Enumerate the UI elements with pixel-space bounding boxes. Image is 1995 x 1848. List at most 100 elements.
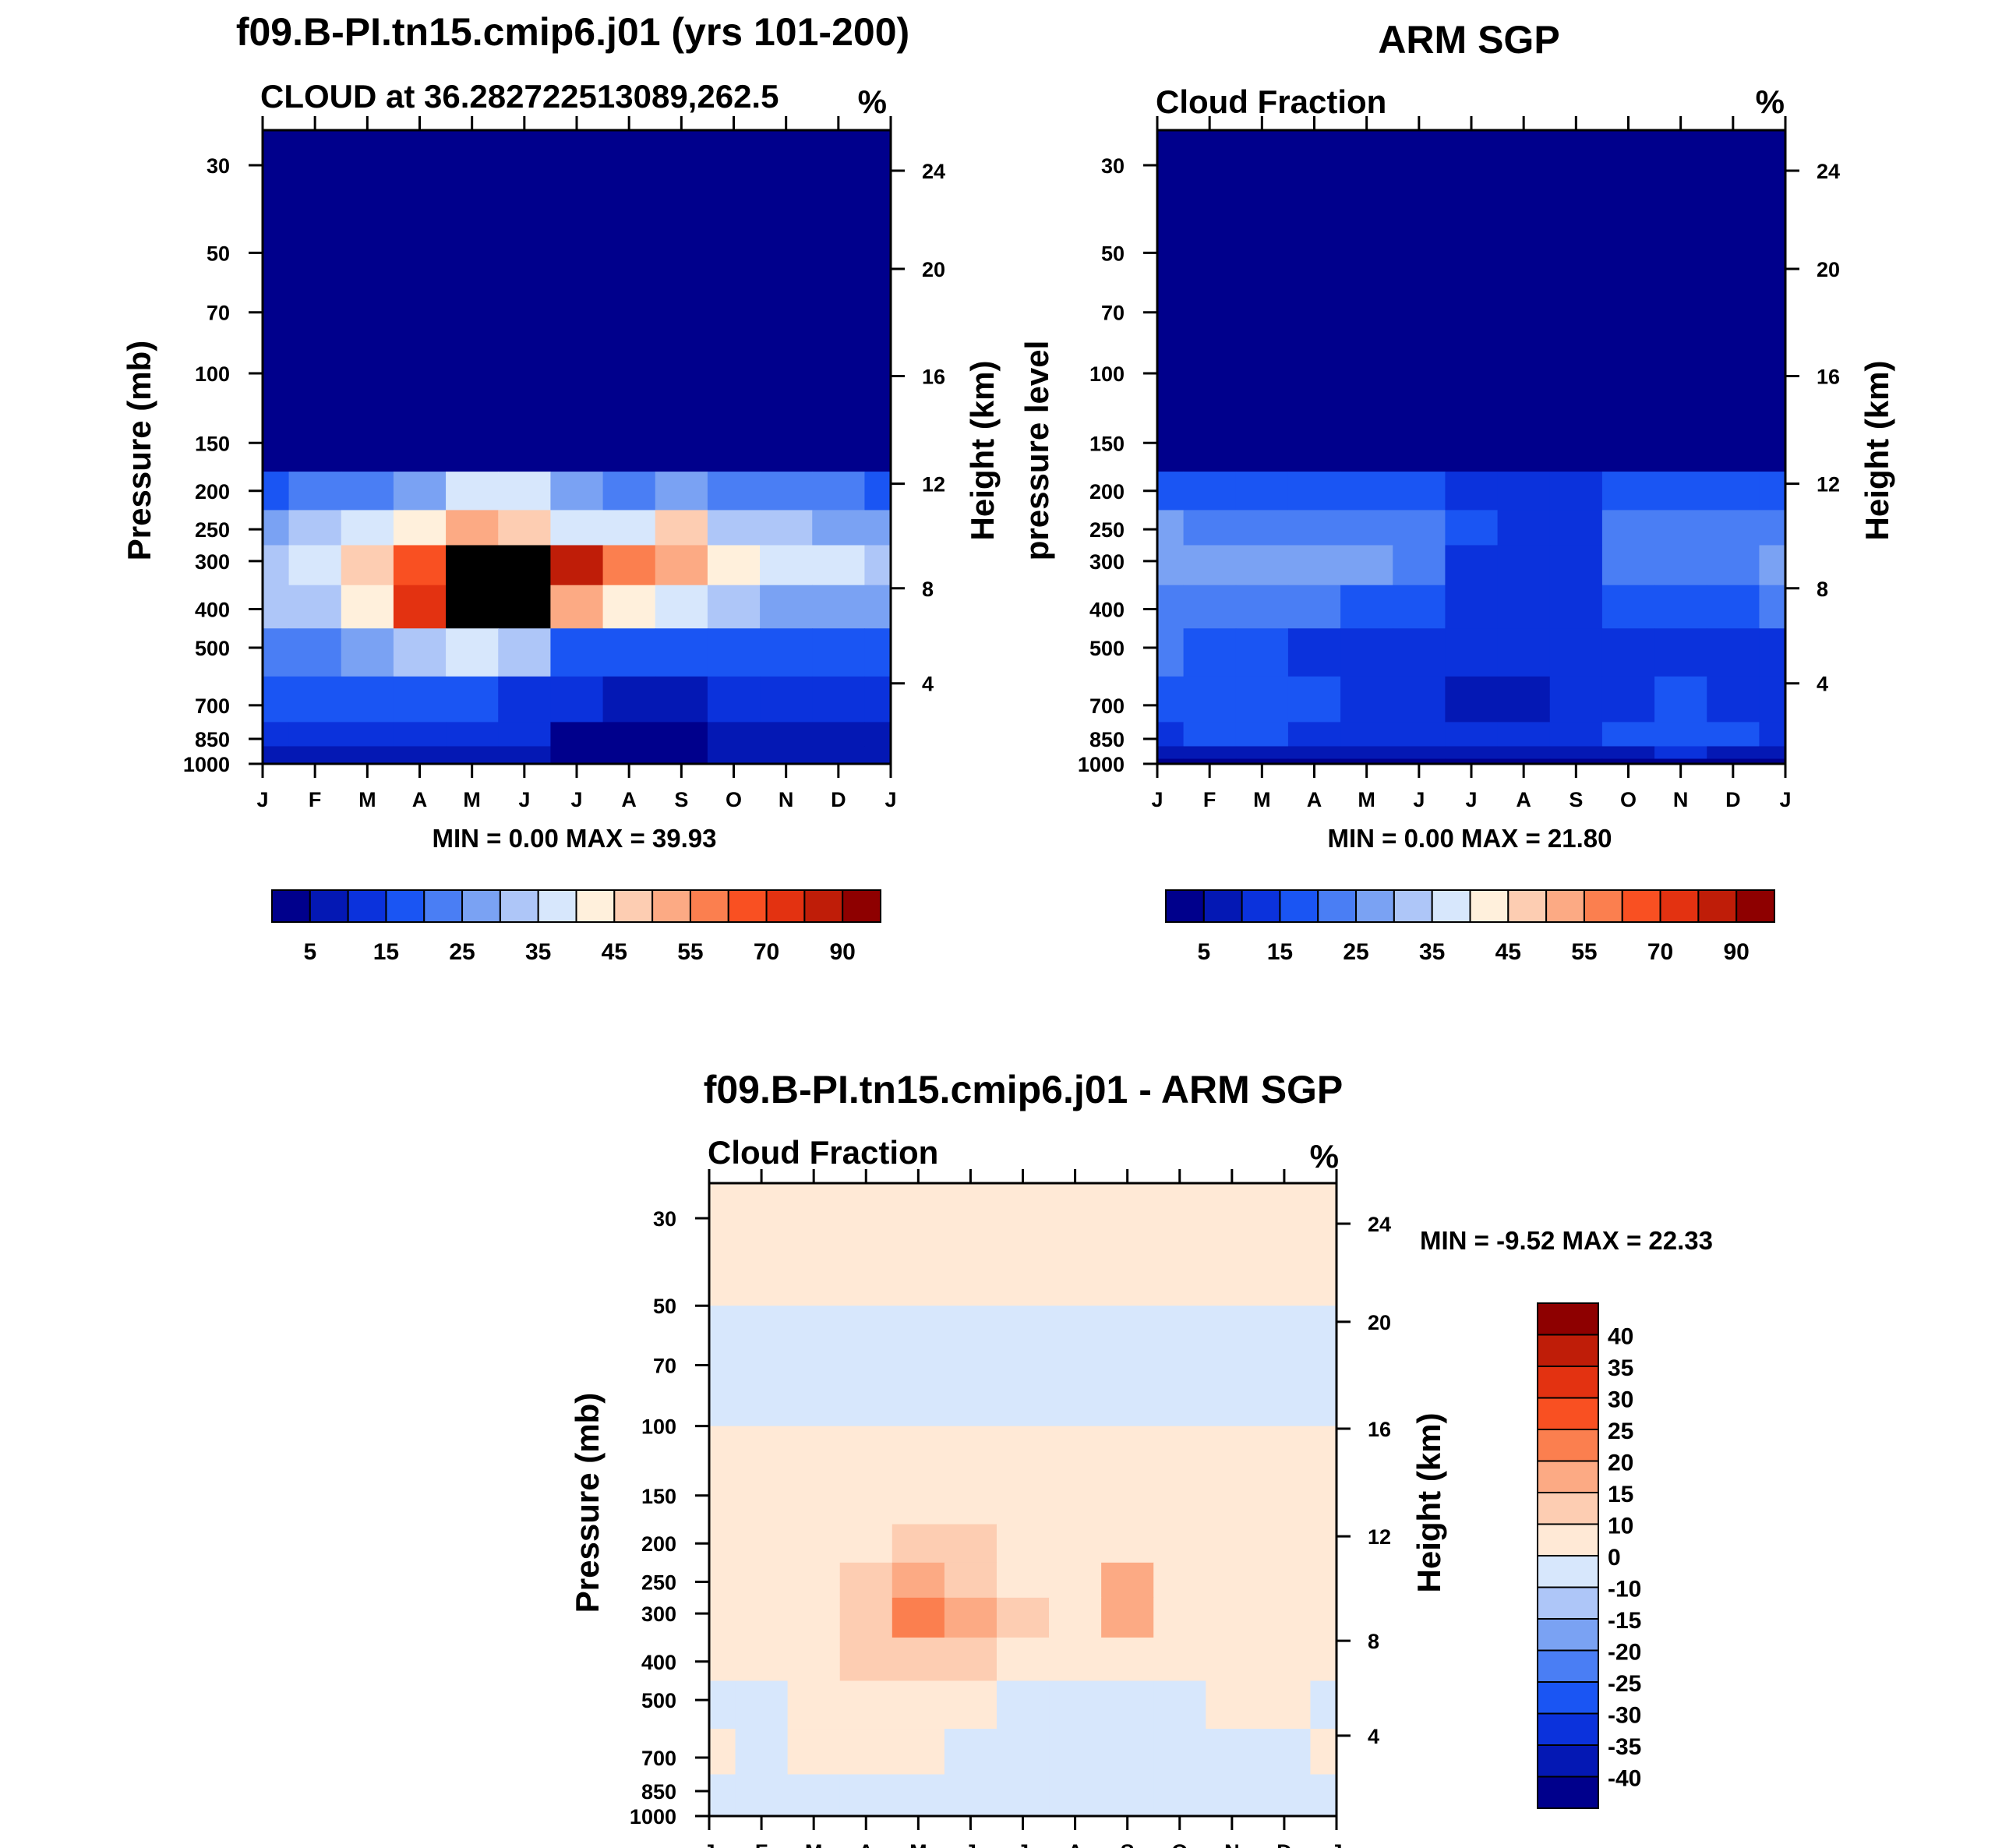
field-cell — [707, 746, 761, 765]
field-cell — [787, 1597, 841, 1638]
field-cell — [892, 1597, 945, 1638]
x-tick-label: J — [1465, 788, 1477, 811]
field-cell — [1445, 628, 1499, 677]
y-tick-label: 150 — [195, 432, 230, 455]
field-cell — [1497, 746, 1551, 760]
colorbar-box — [613, 889, 654, 923]
field-cell — [812, 746, 866, 765]
field-cell — [1235, 585, 1289, 629]
field-cell — [1707, 510, 1760, 546]
x-tick-label: D — [1276, 1840, 1292, 1848]
colorbar-box — [803, 889, 844, 923]
colorbar-label: 25 — [449, 939, 475, 965]
field-cell — [550, 676, 604, 723]
field-cell — [787, 1680, 841, 1730]
field-cell — [1707, 746, 1760, 760]
colorbar-label: -25 — [1608, 1671, 1641, 1697]
field-cell — [1287, 628, 1341, 677]
field-cell — [1654, 758, 1707, 765]
colorbar-box — [1735, 889, 1775, 923]
field-cell — [498, 585, 552, 629]
colorbar-box — [1537, 1618, 1599, 1652]
field-cell — [341, 722, 394, 747]
field-cell — [1287, 746, 1341, 760]
field-cell — [787, 1562, 841, 1599]
field-cell — [550, 628, 604, 677]
field-cell — [707, 545, 761, 586]
y-tick-label: 300 — [195, 550, 230, 574]
colorbar-box — [1537, 1712, 1599, 1746]
colorbar-box — [1431, 889, 1471, 923]
y-right-tick-label: 4 — [1368, 1725, 1379, 1748]
field-cell — [1340, 746, 1393, 760]
y-right-tick-label: 24 — [922, 160, 945, 183]
field-cell — [1310, 1798, 1337, 1817]
field-cell — [735, 1774, 789, 1800]
y-tick-label: 50 — [1101, 242, 1125, 265]
y-tick-label: 250 — [1089, 518, 1125, 542]
field-cell — [787, 1729, 841, 1776]
field-cell — [1549, 746, 1603, 760]
field-cell — [1157, 510, 1185, 546]
y-right-tick-label: 8 — [1817, 578, 1828, 601]
model-ylabel: Pressure (mb) — [121, 341, 157, 560]
colorbar-label: 70 — [754, 939, 779, 965]
field-cell — [263, 746, 290, 765]
colorbar-label: -30 — [1608, 1703, 1641, 1729]
field-cell — [709, 1729, 736, 1776]
y-tick-label: 400 — [1089, 599, 1125, 622]
field-cell — [341, 628, 394, 677]
field-cell — [1497, 758, 1551, 765]
field-cell — [812, 472, 866, 511]
x-tick-label: S — [1121, 1840, 1135, 1848]
field-cell — [1049, 1597, 1102, 1638]
field-cell — [839, 1637, 893, 1682]
field-cell — [864, 510, 892, 546]
obs-colorbar: 5 15 25 35 45 55 70 90 — [1165, 889, 1775, 965]
field-cell — [1601, 628, 1655, 677]
field-cell — [1153, 1680, 1206, 1730]
field-cell — [655, 545, 708, 586]
colorbar-box — [1537, 1523, 1599, 1556]
x-tick-label: J — [518, 788, 530, 811]
field-cell — [393, 510, 447, 546]
field-cell — [1393, 585, 1446, 629]
obs-title: ARM SGP — [1378, 18, 1559, 62]
field-cell — [709, 1798, 736, 1817]
field-cell — [1654, 628, 1707, 677]
x-tick-label: J — [703, 1840, 715, 1848]
field-cell — [1445, 545, 1499, 586]
field-cell — [1183, 472, 1237, 511]
x-tick-label: J — [885, 788, 896, 811]
field-cell — [393, 746, 447, 765]
field-cell — [1445, 758, 1499, 765]
colorbar-box — [1621, 889, 1661, 923]
field-cell — [839, 1680, 893, 1730]
field-cell — [760, 628, 813, 677]
diff-subtitle-left: Cloud Fraction — [708, 1134, 938, 1171]
colorbar-box — [1583, 889, 1623, 923]
model-subtitle-right: % — [858, 83, 887, 120]
field-cell — [655, 746, 708, 765]
field-cell — [709, 1774, 736, 1800]
field-cell — [1101, 1597, 1154, 1638]
field-cell — [996, 1774, 1050, 1800]
y-right-tick-label: 16 — [1817, 365, 1840, 388]
field-cell — [393, 585, 447, 629]
field-cell — [498, 746, 552, 765]
field-cell — [1445, 472, 1499, 511]
field-cell — [288, 545, 342, 586]
field-cell — [1549, 510, 1603, 546]
panel-diff: f09.B-PI.tn15.cmip6.j01 - ARM SGP Cloud … — [569, 1068, 1713, 1848]
field-cell — [1393, 628, 1446, 677]
colorbar-box — [537, 889, 577, 923]
y-tick-label: 200 — [641, 1532, 676, 1556]
field-cell — [707, 628, 761, 677]
field-cell — [1549, 545, 1603, 586]
field-cell — [550, 510, 604, 546]
field-cell — [1157, 585, 1185, 629]
x-tick-label: J — [1017, 1840, 1029, 1848]
colorbar-box — [461, 889, 501, 923]
field-cell — [1707, 628, 1760, 677]
field-cell — [1654, 545, 1707, 586]
